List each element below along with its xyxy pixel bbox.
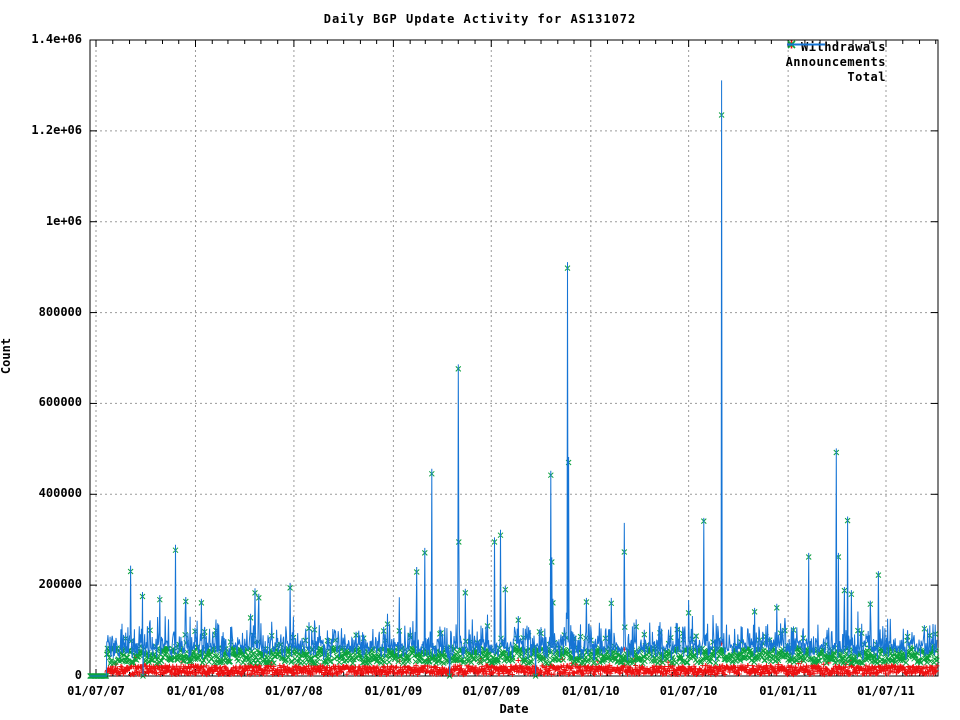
x-axis-title: Date [499,702,529,716]
x-tick-label: 01/01/11 [759,684,818,698]
x-tick-label: 01/07/08 [264,684,323,698]
x-tick-label: 01/07/11 [857,684,915,698]
x-tick-label: 01/01/09 [364,684,423,698]
y-axis-title: Count [0,337,13,375]
y-tick-label: 600000 [38,395,82,410]
x-tick-label: 01/07/10 [659,684,718,698]
line-marker-icon [786,43,930,83]
chart-title: Daily BGP Update Activity for AS131072 [323,12,637,26]
legend-label-withdrawals: Withdrawals [801,39,886,54]
legend: Withdrawals Announcements Total [786,39,930,84]
y-tick-label: 200000 [38,577,82,592]
y-tick-label: 1.4e+06 [31,32,82,46]
legend-label-total: Total [847,69,886,84]
y-tick-label: 0 [74,668,82,682]
y-tick-label: 1.2e+06 [31,122,82,137]
x-tick-label: 01/07/07 [67,684,125,698]
legend-label-announcements: Announcements [785,54,886,69]
y-tick-label: 1e+06 [45,213,82,228]
y-tick-label: 400000 [38,486,82,501]
x-tick-label: 01/07/09 [462,684,521,698]
cross-marker-icon [787,40,930,68]
plus-marker-icon [787,40,930,53]
x-tick-label: 01/01/08 [166,684,225,698]
y-tick-label: 800000 [38,304,82,319]
x-tick-label: 01/01/10 [561,684,620,698]
legend-item-total: Total [786,43,930,84]
legend-item-announcements: Announcements [785,40,930,69]
